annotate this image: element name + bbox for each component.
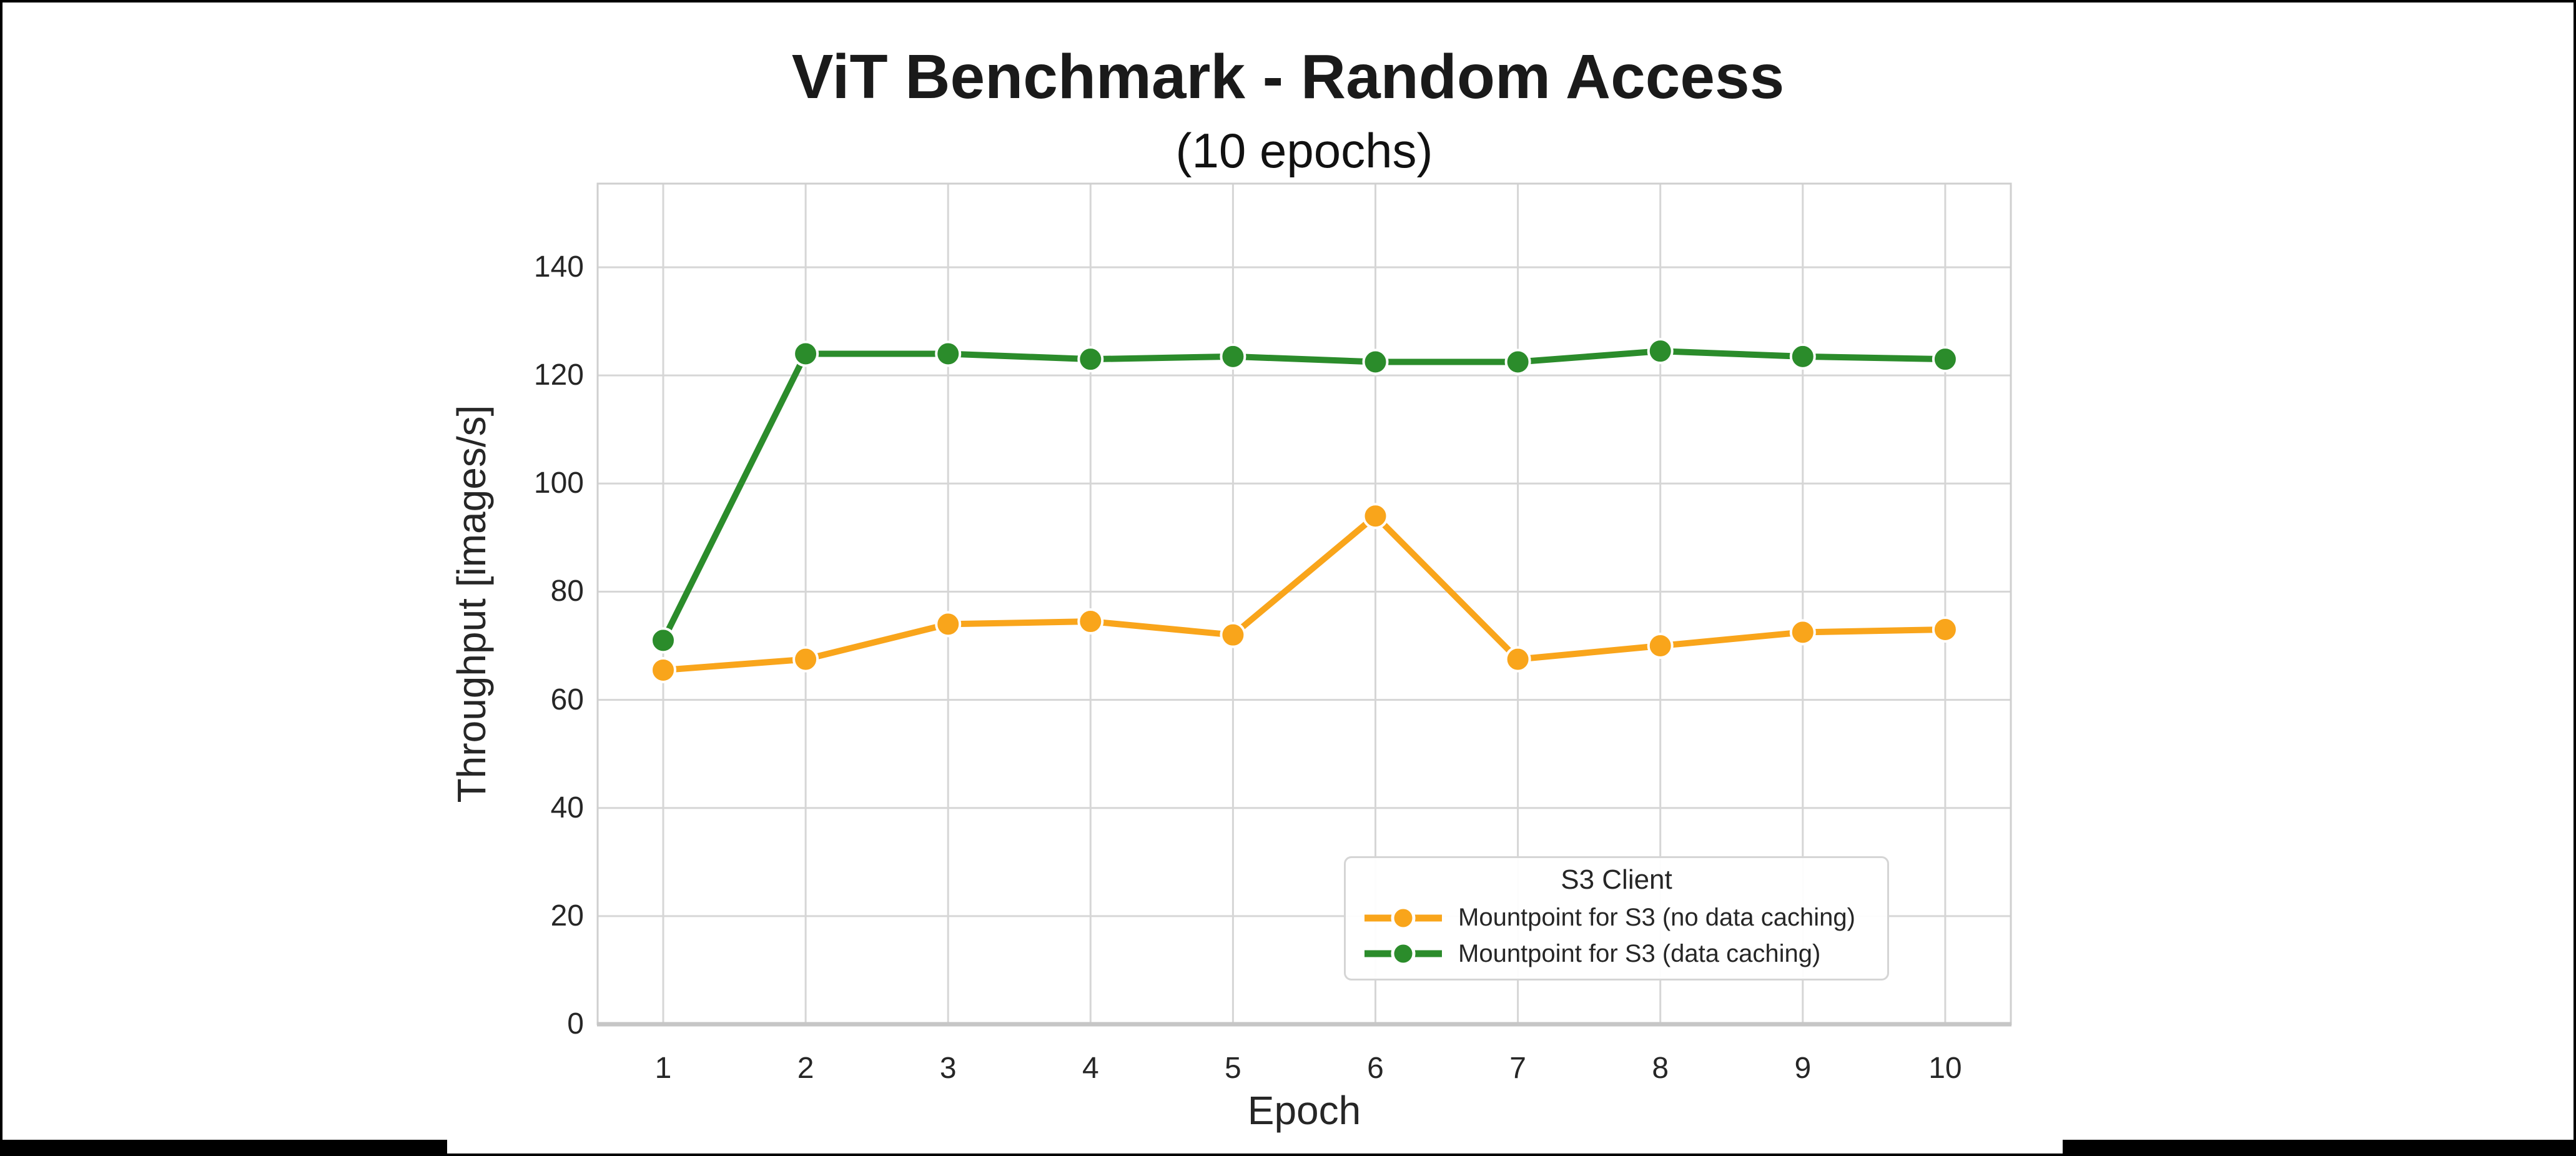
x-tick-label: 10 bbox=[1928, 1052, 1962, 1085]
bottom-border-bar-right bbox=[2063, 1140, 2574, 1154]
legend-label-caching: Mountpoint for S3 (data caching) bbox=[1458, 939, 1821, 967]
x-tick-label: 5 bbox=[1225, 1052, 1241, 1085]
x-tick-label: 2 bbox=[797, 1052, 814, 1085]
y-tick-label: 20 bbox=[550, 899, 584, 932]
legend: S3 Client Mountpoint for S3 (no data cac… bbox=[1344, 856, 1889, 981]
x-tick-label: 1 bbox=[654, 1052, 672, 1085]
legend-entry-no-caching: Mountpoint for S3 (no data caching) bbox=[1362, 902, 1871, 934]
x-tick-label: 4 bbox=[1082, 1052, 1099, 1085]
y-tick-label: 100 bbox=[533, 467, 584, 500]
chart-subtitle: (10 epochs) bbox=[1175, 123, 1433, 178]
y-tick-label: 0 bbox=[567, 1007, 584, 1040]
legend-label-no-caching: Mountpoint for S3 (no data caching) bbox=[1458, 904, 1855, 932]
chart-title: ViT Benchmark - Random Access bbox=[791, 42, 1785, 112]
y-tick-label: 40 bbox=[550, 791, 584, 824]
x-tick-label: 3 bbox=[939, 1052, 957, 1085]
legend-title: S3 Client bbox=[1561, 864, 1672, 895]
y-tick-label: 140 bbox=[533, 250, 584, 284]
bottom-border-bar-left bbox=[2, 1140, 447, 1154]
x-tick-label: 8 bbox=[1652, 1052, 1669, 1085]
y-tick-label: 80 bbox=[550, 575, 584, 608]
x-tick-label: 7 bbox=[1509, 1052, 1526, 1085]
x-axis-label: Epoch bbox=[1247, 1088, 1361, 1133]
legend-marker-orange-icon bbox=[1364, 906, 1442, 931]
x-tick-label: 6 bbox=[1367, 1052, 1384, 1085]
y-tick-label: 60 bbox=[550, 683, 584, 716]
legend-marker-green-icon bbox=[1364, 941, 1442, 966]
x-tick-label: 9 bbox=[1794, 1052, 1812, 1085]
legend-entry-caching: Mountpoint for S3 (data caching) bbox=[1362, 938, 1871, 971]
y-tick-label: 120 bbox=[533, 358, 584, 392]
